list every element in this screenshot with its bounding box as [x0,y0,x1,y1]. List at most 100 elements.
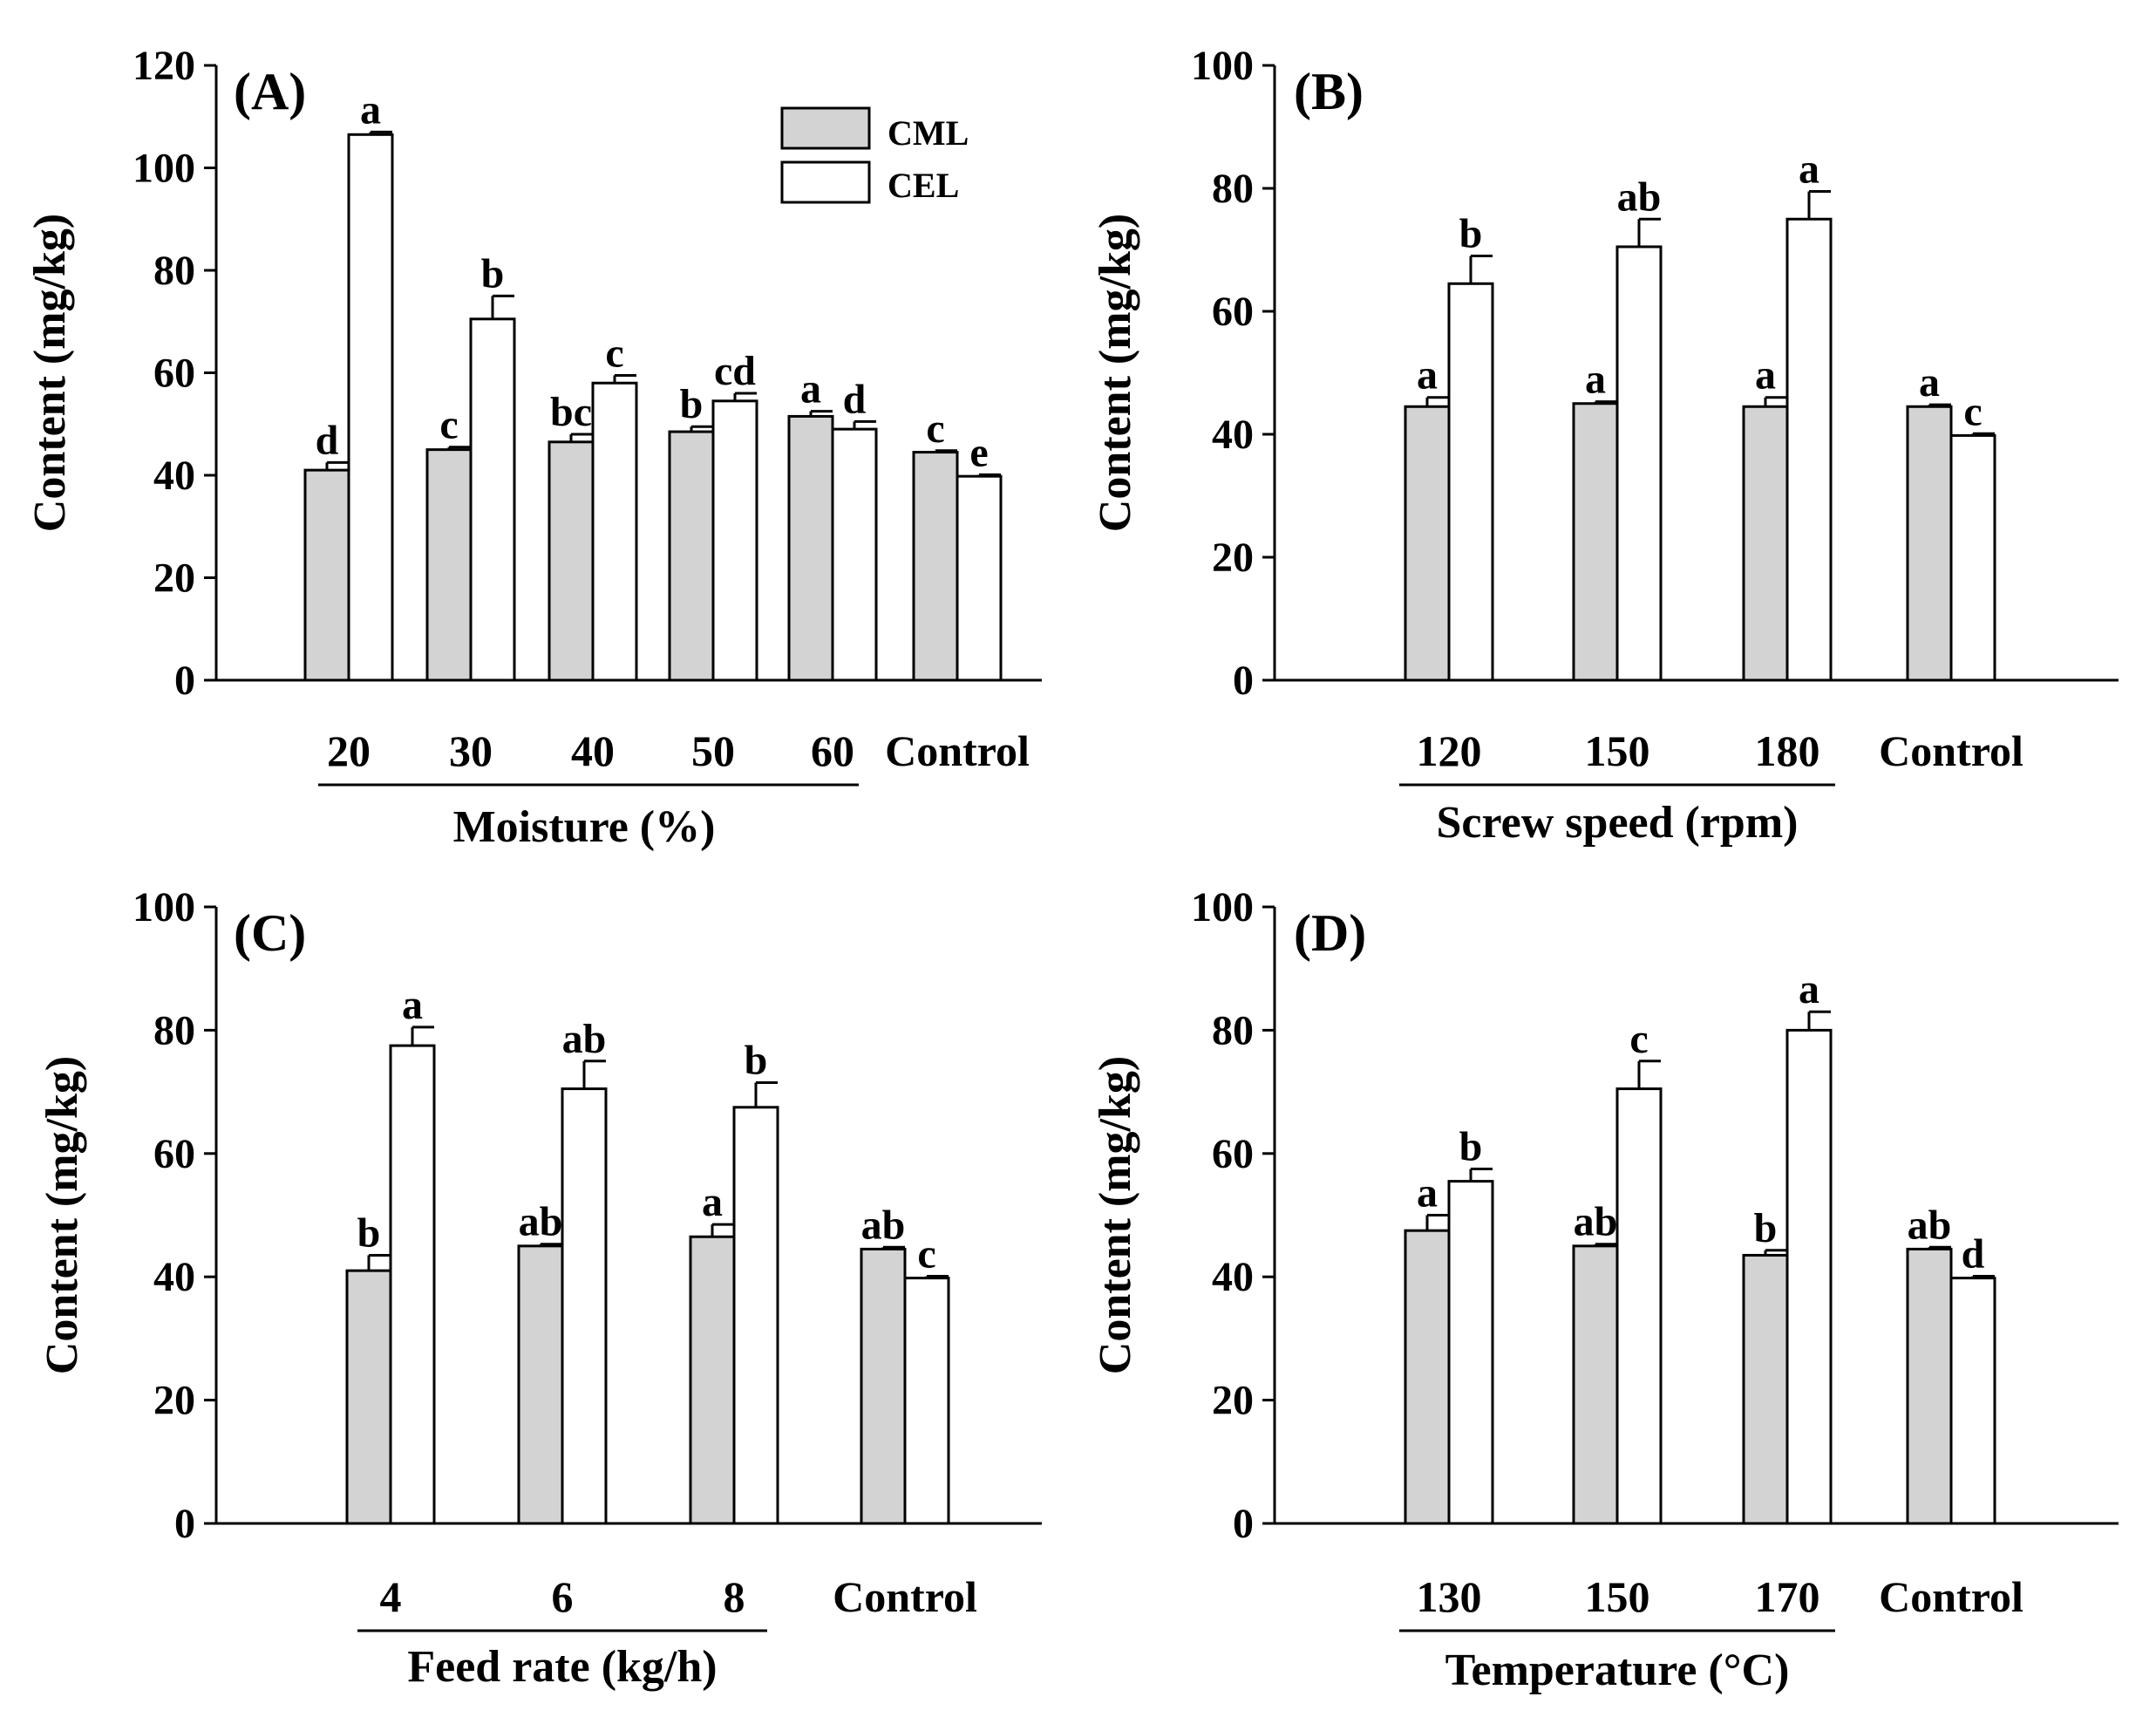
significance-letter: a [1919,359,1940,405]
x-category-label: 20 [327,726,371,775]
bar-cel [561,1087,608,1525]
x-category-label: 120 [1417,726,1482,775]
bar-cel [732,1106,779,1525]
x-category-label: 50 [691,726,735,775]
x-category-label: 60 [811,726,854,775]
y-tick-label: 60 [153,1131,195,1177]
bar-cml [425,448,473,682]
significance-letter: bc [550,389,592,435]
y-axis-label: Content (mg/kg) [1091,1056,1140,1374]
y-axis-label: Content (mg/kg) [25,214,75,532]
panel-label: (C) [234,904,306,962]
y-tick-label: 20 [153,1378,195,1424]
legend-label-cel: CEL [888,166,959,205]
bar-cel [831,427,878,682]
bar-cml [1906,405,1953,682]
significance-letter: ab [519,1199,563,1245]
y-tick-label: 80 [153,248,195,294]
bar-cml [1742,1253,1789,1525]
y-tick-label: 80 [1212,1007,1254,1053]
panel-label: (A) [234,63,306,120]
y-tick-label: 100 [133,884,195,930]
y-tick-label: 40 [1212,412,1254,458]
y-tick-label: 20 [153,555,195,602]
bar-cml [787,414,834,682]
bar-cel [469,317,516,682]
y-tick-label: 100 [133,146,195,192]
x-axis-label: Temperature (°C) [1445,1646,1790,1695]
y-tick-label: 0 [1233,658,1254,704]
x-category-label: Control [1879,1572,2023,1621]
significance-letter: b [1459,211,1483,257]
y-tick-label: 40 [153,453,195,499]
y-tick-label: 20 [1212,535,1254,581]
x-category-label: 4 [380,1572,402,1621]
y-tick-label: 0 [174,1501,195,1547]
significance-letter: a [1755,352,1776,399]
y-tick-label: 60 [153,351,195,397]
significance-letter: a [702,1179,723,1225]
significance-letter: ab [1574,1199,1618,1245]
y-tick-label: 0 [1233,1501,1254,1547]
significance-letter: ab [861,1202,906,1248]
significance-letter: a [1799,147,1819,193]
significance-letter: d [316,417,339,463]
bar-cml [1572,402,1619,682]
significance-letter: cd [714,348,756,394]
significance-letter: ab [562,1016,607,1062]
bar-cel [389,1044,436,1525]
significance-letter: c [926,405,944,452]
y-tick-label: 80 [153,1007,195,1053]
bar-cel [1615,1087,1663,1525]
x-category-label: 180 [1755,726,1820,775]
bar-cml [668,430,715,682]
significance-letter: c [605,330,623,376]
bar-cml [689,1235,736,1525]
y-tick-label: 40 [1212,1254,1254,1300]
x-category-label: 40 [571,726,615,775]
x-category-label: 30 [449,726,493,775]
significance-letter: a [402,982,423,1028]
chart-panel-a: 0 20 40 60 80 100 120 Content (mg/kg) (A) d a 20 c b 3… [25,43,1042,852]
x-category-label: 150 [1585,1572,1650,1621]
bar-cml [1742,405,1789,682]
significance-letter: c [917,1230,935,1277]
y-axis-label: Content (mg/kg) [37,1056,87,1374]
bar-cel [1447,282,1494,682]
y-tick-label: 120 [133,43,195,89]
bar-cml [912,451,959,682]
bar-cel [1785,1028,1833,1525]
legend-label-cml: CML [888,113,969,153]
y-tick-label: 0 [174,658,195,704]
y-tick-label: 20 [1212,1378,1254,1424]
significance-letter: b [745,1037,768,1083]
significance-letter: a [1585,357,1606,403]
y-tick-label: 100 [1191,884,1254,930]
x-category-label: Control [833,1572,977,1621]
bar-cml [1404,1229,1451,1525]
significance-letter: ab [1617,174,1662,220]
legend-swatch-cml [780,106,871,150]
legend: CML CEL [780,106,969,205]
x-category-label: 6 [552,1572,574,1621]
significance-letter: a [1417,352,1438,399]
bar-cml [548,440,595,682]
significance-letter: e [969,429,988,475]
bar-cml [1906,1247,1953,1525]
bar-cel [711,399,758,682]
significance-letter: b [1754,1205,1778,1251]
significance-letter: c [1963,388,1982,434]
significance-letter: a [360,86,381,133]
bar-cel [1785,217,1833,682]
significance-letter: b [481,250,505,296]
x-axis-label: Screw speed (rpm) [1437,798,1799,848]
bar-cel [1949,433,1996,682]
legend-swatch-cel [780,160,871,204]
y-tick-label: 80 [1212,166,1254,212]
bar-cel [591,381,638,682]
x-axis-label: Feed rate (kg/h) [407,1642,717,1692]
bar-cml [303,468,350,682]
